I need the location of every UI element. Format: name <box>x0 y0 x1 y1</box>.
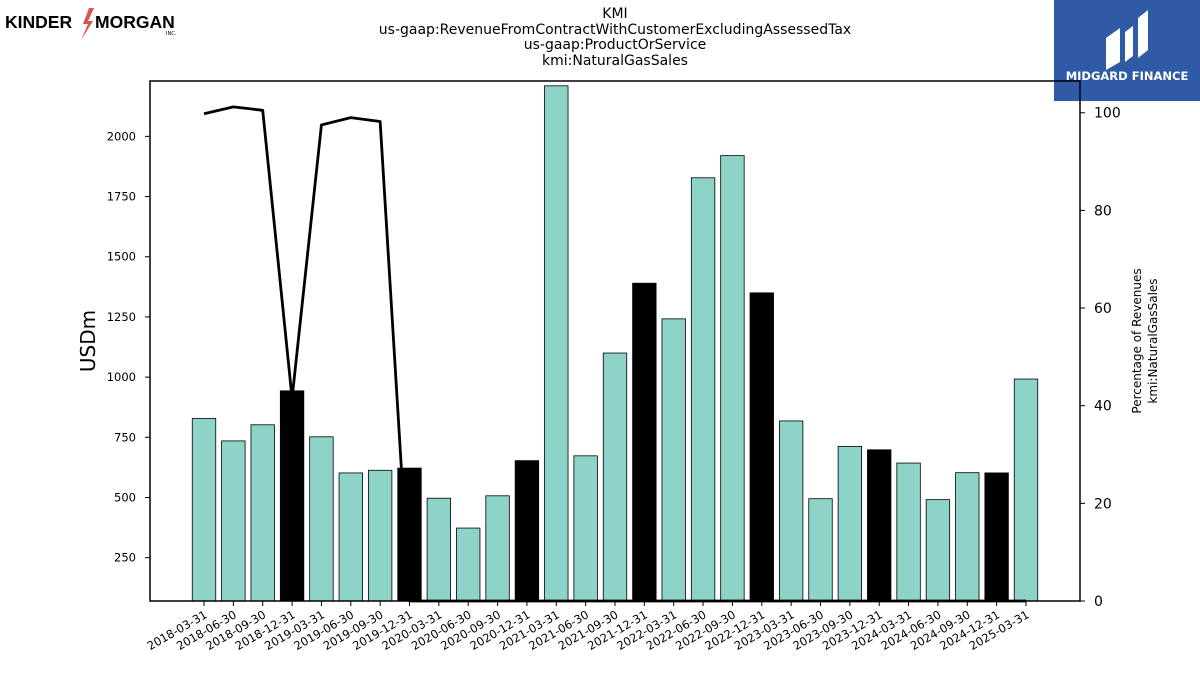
bar-2022-09-30 <box>720 155 745 602</box>
chart-title-ticker: KMI <box>602 6 628 22</box>
bar-2023-09-30 <box>837 446 863 602</box>
bar-2018-12-31 <box>279 390 305 602</box>
secondary-tick-label: 60 <box>1094 301 1112 317</box>
bar-2022-06-30 <box>690 177 716 602</box>
chart-title-block: KMI us-gaap:RevenueFromContractWithCusto… <box>330 6 900 69</box>
y-tick-label: 500 <box>114 490 136 504</box>
secondary-tick-label: 80 <box>1094 203 1112 219</box>
y-tick-label: 1500 <box>107 250 136 264</box>
secondary-axis-label-line2: kmi:NaturalGasSales <box>1146 278 1160 403</box>
svg-text:INC.: INC. <box>166 31 177 37</box>
bar-2023-06-30 <box>808 498 833 602</box>
chart-title-member: kmi:NaturalGasSales <box>542 52 688 69</box>
y-tick-label: 1000 <box>107 370 136 384</box>
secondary-tick-label: 100 <box>1094 106 1121 122</box>
y-axis-left: 250 500 750 1000 1250 1500 1750 2000 <box>107 129 150 565</box>
bar-2021-12-31 <box>632 282 657 602</box>
bar-2020-12-31 <box>514 460 540 602</box>
midgard-logo-text: MIDGARD FINANCE <box>1066 69 1189 83</box>
secondary-tick-label: 20 <box>1094 496 1112 512</box>
y-tick-label: 1750 <box>107 190 136 204</box>
chart-title-concept: us-gaap:RevenueFromContractWithCustomerE… <box>378 21 852 38</box>
x-axis: 2018-03-312018-06-302018-09-302018-12-31… <box>145 601 1032 653</box>
secondary-axis-label-line1: Percentage of Revenues <box>1130 268 1144 413</box>
midgard-logo-mark-icon: MIDGARD FINANCE <box>1066 10 1189 83</box>
y-tick-label: 2000 <box>107 129 136 143</box>
bar-2023-12-31 <box>867 449 892 602</box>
bar-2021-09-30 <box>602 352 628 602</box>
bar-2020-09-30 <box>485 495 510 602</box>
bar-2019-09-30 <box>367 469 393 602</box>
y-tick-label: 250 <box>114 551 136 565</box>
bar-2024-09-30 <box>955 472 980 602</box>
bar-2024-06-30 <box>925 499 951 602</box>
bar-2024-12-31 <box>984 472 1009 602</box>
svg-text:MORGAN: MORGAN <box>95 12 175 32</box>
bar-2020-06-30 <box>456 527 481 602</box>
bar-2018-09-30 <box>250 424 275 602</box>
bar-2021-06-30 <box>573 455 598 602</box>
bar-2025-03-31 <box>1013 378 1039 602</box>
y-tick-label: 750 <box>114 430 136 444</box>
bar-2019-03-31 <box>309 436 334 602</box>
bars-group <box>191 85 1039 602</box>
secondary-tick-label: 40 <box>1094 399 1112 415</box>
bar-2022-12-31 <box>749 292 774 602</box>
bar-2018-03-31 <box>191 418 217 602</box>
kinder-morgan-logo: KINDER MORGAN INC. <box>5 8 177 40</box>
bar-2018-06-30 <box>221 440 246 602</box>
svg-text:KINDER: KINDER <box>5 12 72 32</box>
bar-2021-03-31 <box>544 85 569 602</box>
secondary-tick-label: 0 <box>1094 594 1103 610</box>
y-axis-right: 0 20 40 60 80 100 <box>1080 106 1121 610</box>
bar-2022-03-31 <box>661 318 686 602</box>
bar-2023-03-31 <box>778 420 804 602</box>
bar-2020-03-31 <box>426 497 452 602</box>
bar-2019-06-30 <box>338 472 363 602</box>
midgard-finance-logo: MIDGARD FINANCE <box>1054 0 1200 101</box>
y-axis-label: USDm <box>76 310 100 372</box>
y-tick-label: 1250 <box>107 310 136 324</box>
bar-2024-03-31 <box>896 462 921 602</box>
chart-title-axis: us-gaap:ProductOrService <box>523 37 707 53</box>
